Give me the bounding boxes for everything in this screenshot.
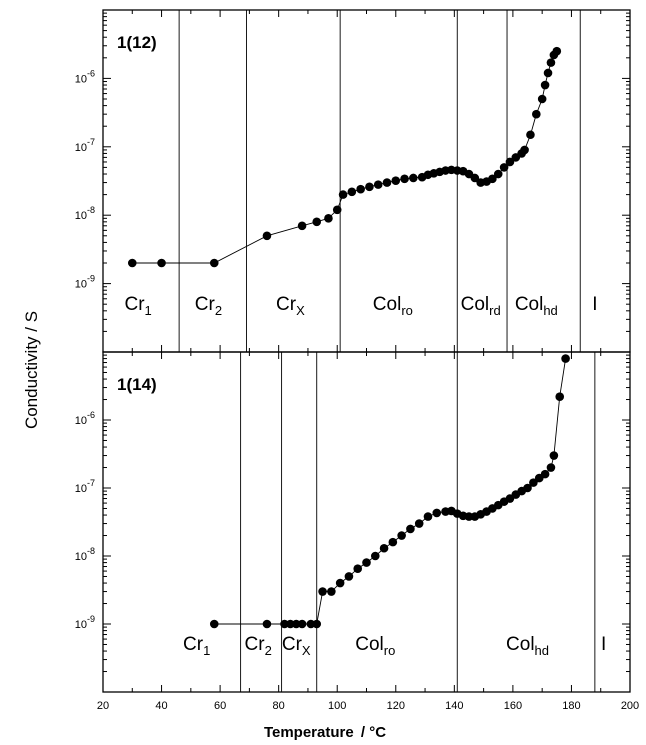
y-tick-label: 10-6 [75, 68, 95, 85]
data-point [423, 512, 433, 521]
data-point [537, 94, 547, 104]
phase-label: Colro [373, 294, 413, 318]
data-point [332, 205, 342, 215]
data-point [520, 145, 529, 155]
y-tick-label: 10-9 [75, 614, 95, 631]
x-axis-title-main: Temperature [264, 724, 354, 741]
data-point [406, 524, 415, 534]
phase-label: CrX [282, 634, 311, 658]
phase-label: Colrd [461, 294, 501, 318]
data-point [344, 572, 354, 581]
data-point [549, 451, 559, 460]
data-point [543, 68, 553, 78]
panel-label: 1(12) [117, 33, 157, 52]
y-axis-title: Conductivity / S [22, 311, 41, 429]
x-tick-label: 200 [621, 700, 639, 712]
data-point [414, 519, 424, 528]
data-point [555, 392, 565, 402]
data-point [523, 483, 532, 493]
data-point [552, 46, 562, 56]
series-line [132, 50, 558, 264]
data-point [488, 174, 497, 184]
x-tick-label: 80 [273, 700, 285, 712]
phase-label: Colhd [515, 294, 558, 318]
y-tick-label: 10-7 [75, 137, 95, 154]
data-point [391, 176, 401, 185]
y-tick-label: 10-8 [75, 546, 95, 563]
phase-label: I [592, 294, 597, 315]
data-point [397, 531, 406, 540]
panel-2: 10-6 10-7 10-8 10-9 20 40 60 80 100 120 140 160 180 2… [75, 351, 639, 712]
x-tick-label: 160 [504, 700, 522, 712]
y-tick-label: 10-9 [75, 274, 95, 291]
data-point [388, 537, 398, 547]
y-tick-label: 10-7 [75, 478, 95, 495]
phase-label: Colhd [506, 634, 549, 658]
y-tick-label: 10-8 [75, 205, 95, 222]
data-point [312, 619, 322, 629]
data-point [409, 173, 418, 183]
data-point [493, 169, 503, 179]
x-tick-label: 140 [445, 700, 463, 712]
data-point [297, 221, 307, 231]
y-tick-label: 10-6 [75, 410, 95, 427]
x-axis-title-sep: / [361, 724, 366, 741]
data-point [262, 619, 272, 629]
phase-label: Cr1 [183, 634, 210, 658]
data-point [338, 190, 348, 199]
data-point [127, 258, 137, 268]
x-tick-label: 180 [562, 700, 580, 712]
data-point [335, 578, 345, 588]
phase-label: CrX [276, 294, 305, 318]
data-point [561, 354, 570, 363]
x-tick-label: 120 [387, 700, 405, 712]
data-point [470, 173, 480, 183]
x-tick-label: 100 [328, 700, 346, 712]
x-tick-label: 60 [214, 700, 226, 712]
phase-label: Cr2 [195, 294, 222, 318]
data-point [373, 180, 383, 189]
x-axis-title: Temperature / °C [264, 724, 386, 741]
data-point [327, 587, 336, 596]
phase-label: Cr2 [245, 634, 272, 658]
data-point [356, 184, 365, 194]
series-line [214, 358, 567, 625]
data-point [324, 214, 333, 223]
data-point [209, 619, 219, 629]
data-point [532, 109, 541, 119]
data-point [382, 178, 392, 187]
data-point [262, 231, 272, 241]
panel-label: 1(14) [117, 375, 157, 394]
data-point [540, 80, 550, 90]
data-point [526, 130, 535, 140]
data-point [347, 187, 357, 197]
data-point [365, 182, 374, 192]
data-point [209, 258, 219, 268]
data-point [546, 463, 556, 472]
data-point [432, 508, 442, 518]
data-point [312, 217, 322, 227]
data-point [505, 157, 515, 167]
x-axis-title-unit: °C [369, 724, 386, 741]
data-point [400, 174, 409, 184]
data-point [546, 58, 556, 67]
panel-1: 10-6 10-7 10-8 10-9 1(12) Cr1 Cr2 CrX Colro Colrd… [75, 9, 631, 353]
x-tick-label: 40 [155, 700, 167, 712]
data-point [529, 478, 538, 487]
data-point [540, 469, 550, 479]
data-point [370, 551, 380, 561]
data-point [362, 558, 371, 567]
data-point [297, 619, 307, 629]
data-point [499, 163, 509, 172]
data-point [379, 543, 389, 553]
data-point [353, 564, 363, 574]
x-tick-label: 20 [97, 700, 109, 712]
phase-label: Colro [355, 634, 395, 658]
data-point [318, 587, 327, 596]
phase-label: I [601, 634, 606, 655]
phase-label: Cr1 [124, 294, 151, 318]
data-point [157, 258, 166, 268]
